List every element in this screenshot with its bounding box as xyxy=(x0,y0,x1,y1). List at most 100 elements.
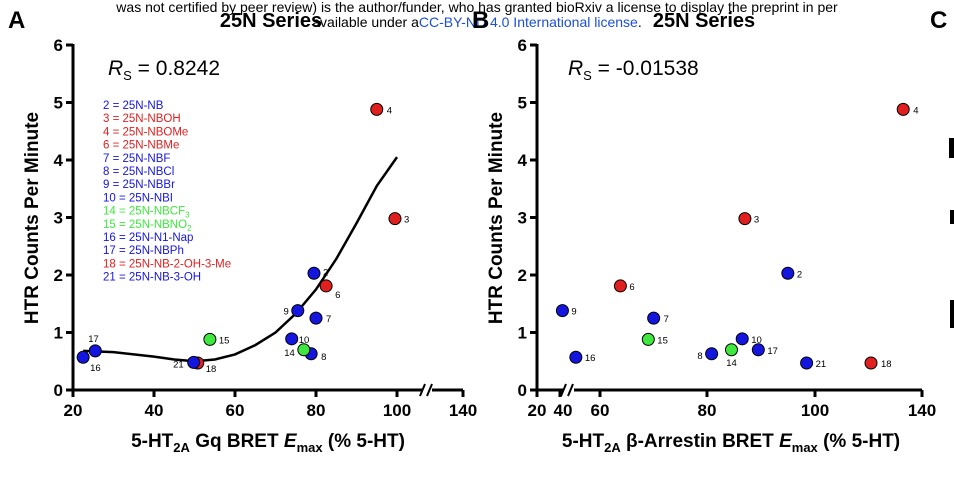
chart-title: 25N Series xyxy=(220,10,322,32)
x-tick-label: 80 xyxy=(307,401,326,420)
data-point xyxy=(751,343,765,357)
point-label: 17 xyxy=(767,346,778,357)
x-tick-label: 140 xyxy=(908,401,936,420)
point-label: 21 xyxy=(173,359,184,370)
point-label: 3 xyxy=(404,215,409,226)
data-point xyxy=(647,311,661,325)
x-tick-label: 40 xyxy=(554,401,573,420)
y-tick-label: 3 xyxy=(54,209,63,228)
panel-label-c: C xyxy=(930,7,947,34)
notice-suffix: . xyxy=(637,14,642,30)
x-tick-label: 20 xyxy=(64,401,83,420)
data-point xyxy=(76,350,90,364)
point-label: 18 xyxy=(206,364,217,375)
point-label: 3 xyxy=(754,215,759,226)
license-link[interactable]: CC-BY-ND 4.0 International license xyxy=(418,14,638,30)
data-point xyxy=(569,350,583,364)
point-label: 15 xyxy=(219,335,230,346)
legend-entry: 9 = 25N-NBBr xyxy=(103,179,175,191)
x-tick-label: 80 xyxy=(698,401,717,420)
axis-break-mark xyxy=(560,383,567,397)
chart-b: 25N Series RS = -0.01538 0 1 2 3 4 5 6 HTR Counts… xyxy=(486,10,936,455)
y-tick-label: 6 xyxy=(518,36,527,55)
point-label: 4 xyxy=(387,105,392,116)
axis-break-mark xyxy=(426,383,433,397)
data-point xyxy=(203,332,217,346)
point-label: 2 xyxy=(323,267,328,278)
y-tick-label: 0 xyxy=(54,381,63,400)
legend-entry: 14 = 25N-NBCF3 xyxy=(103,206,190,220)
data-point xyxy=(88,344,102,358)
data-point xyxy=(738,212,752,226)
legend-entry: 8 = 25N-NBCl xyxy=(103,166,174,178)
panel-c-partial-mark xyxy=(950,300,954,328)
point-label: 6 xyxy=(629,282,634,293)
data-point xyxy=(735,332,749,346)
y-tick-label: 4 xyxy=(518,151,528,170)
legend-entry: 16 = 25N-N1-Nap xyxy=(103,232,193,244)
data-point xyxy=(297,343,311,357)
legend-entry: 17 = 25N-NBPh xyxy=(103,245,184,257)
panel-c-clipped-marks xyxy=(949,138,954,328)
point-label: 16 xyxy=(585,353,596,364)
y-tick-label: 1 xyxy=(54,324,63,343)
point-label: 8 xyxy=(697,351,702,362)
panel-label-b: B xyxy=(472,7,489,34)
data-point xyxy=(781,266,795,280)
point-label: 7 xyxy=(664,314,669,325)
stat-value-label: RS = -0.01538 xyxy=(568,57,699,83)
data-point xyxy=(864,356,878,370)
x-tick-label: 140 xyxy=(449,401,477,420)
y-axis-label: HTR Counts Per Minute xyxy=(486,112,507,324)
point-label: 21 xyxy=(816,359,827,370)
notice-prefix: available under a xyxy=(312,14,419,30)
point-label: 7 xyxy=(326,314,331,325)
x-tick-label: 20 xyxy=(528,401,547,420)
point-label: 18 xyxy=(881,359,892,370)
x-axis-label: 5-HT2A β-Arrestin BRET Emax (% 5-HT) xyxy=(562,431,900,455)
point-label: 10 xyxy=(299,335,310,346)
y-tick-label: 2 xyxy=(518,266,527,285)
data-point xyxy=(309,311,323,325)
point-label: 17 xyxy=(88,334,99,345)
y-tick-label: 6 xyxy=(54,36,63,55)
notice-line-2: available under aCC-BY-ND 4.0 Internatio… xyxy=(0,15,954,30)
data-point xyxy=(800,356,814,370)
legend-entry: 7 = 25N-NBF xyxy=(103,153,170,165)
y-tick-label: 2 xyxy=(54,266,63,285)
data-point xyxy=(896,102,910,116)
y-tick-label: 0 xyxy=(518,381,527,400)
y-tick-label: 1 xyxy=(518,324,527,343)
axis-break-mark xyxy=(419,383,426,397)
legend-entry: 3 = 25N-NBOH xyxy=(103,113,181,125)
panel-c-partial-mark xyxy=(949,138,954,158)
chart-a: 25N Series RS = 0.8242 0 1 2 3 4 5 6 HTR Counts P… xyxy=(22,10,477,455)
point-label: 10 xyxy=(751,335,762,346)
data-point xyxy=(307,266,321,280)
y-tick-label: 4 xyxy=(54,151,64,170)
x-tick-label: 60 xyxy=(226,401,245,420)
fit-curve xyxy=(83,156,399,363)
y-axis-label: HTR Counts Per Minute xyxy=(22,112,43,324)
data-point xyxy=(388,212,402,226)
point-label: 8 xyxy=(321,352,326,363)
x-axis-label: 5-HT2A Gq BRET Emax (% 5-HT) xyxy=(131,431,405,455)
point-label: 15 xyxy=(657,335,668,346)
x-tick-label: 60 xyxy=(591,401,610,420)
point-label: 4 xyxy=(913,105,918,116)
legend-entry: 2 = 25N-NB xyxy=(103,100,164,112)
data-point xyxy=(370,102,384,116)
legend-entry: 4 = 25N-NBOMe xyxy=(103,126,188,138)
data-point xyxy=(319,279,333,293)
point-label: 9 xyxy=(283,307,288,318)
data-point xyxy=(187,355,201,369)
x-tick-label: 40 xyxy=(145,401,164,420)
point-label: 9 xyxy=(571,307,576,318)
y-tick-label: 5 xyxy=(518,94,527,113)
legend-entry: 6 = 25N-NBMe xyxy=(103,140,179,152)
point-label: 2 xyxy=(797,269,802,280)
axis-break-mark xyxy=(567,383,574,397)
legend-entry: 21 = 25N-NB-3-OH xyxy=(103,272,201,284)
point-label: 14 xyxy=(284,348,295,359)
